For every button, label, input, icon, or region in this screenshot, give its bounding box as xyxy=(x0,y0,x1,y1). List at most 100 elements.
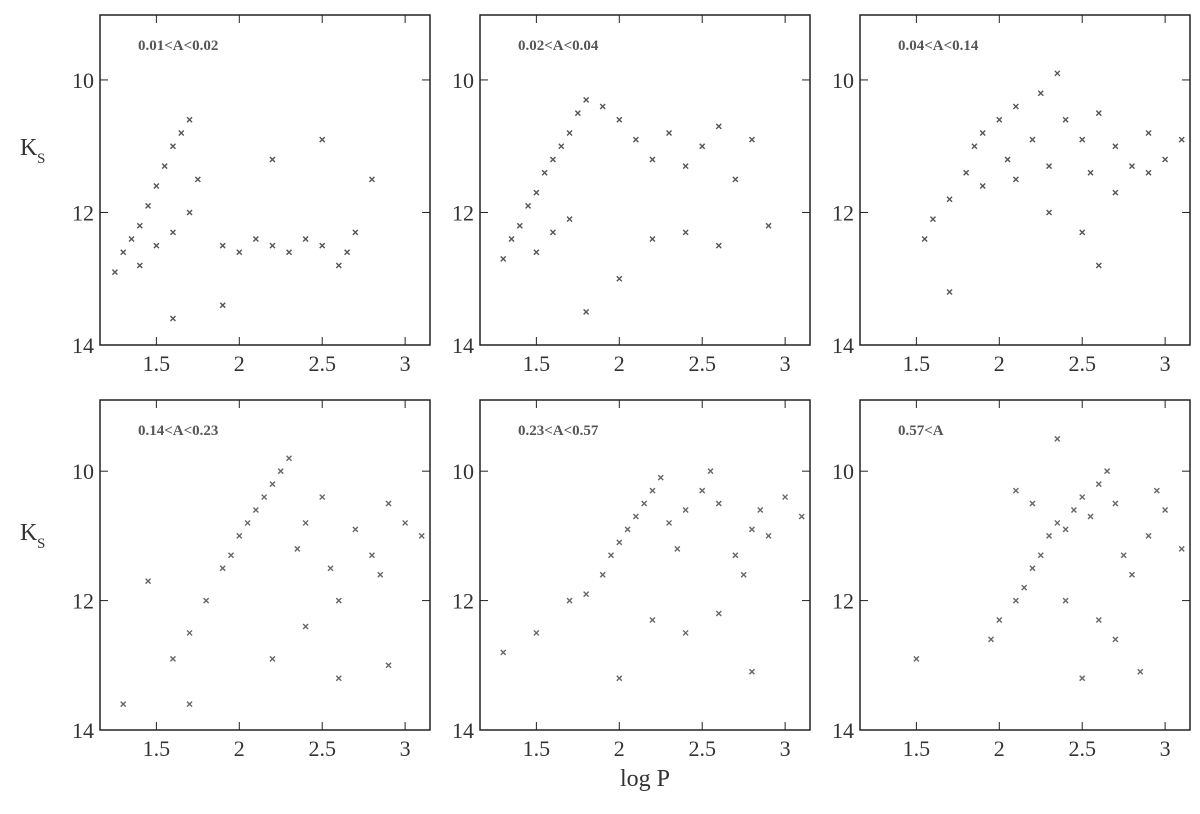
data-point xyxy=(963,169,970,176)
data-point xyxy=(302,623,309,630)
plot-frame xyxy=(99,399,431,731)
data-point xyxy=(715,123,722,130)
data-point xyxy=(1079,494,1086,501)
data-point xyxy=(541,169,548,176)
data-point xyxy=(1029,565,1036,572)
data-point xyxy=(979,129,986,136)
data-point xyxy=(649,235,656,242)
data-point xyxy=(1145,169,1152,176)
data-point xyxy=(1104,468,1111,475)
data-point xyxy=(996,617,1003,623)
y-tick-label: 10 xyxy=(72,68,94,93)
data-point xyxy=(715,500,722,507)
data-point xyxy=(715,242,722,249)
data-point xyxy=(549,229,556,236)
data-point xyxy=(574,110,581,117)
data-point xyxy=(153,182,160,189)
x-tick-label: 2.5 xyxy=(308,351,336,376)
x-tick-label: 3 xyxy=(1160,736,1171,761)
x-tick-label: 1.5 xyxy=(523,351,551,376)
data-point xyxy=(929,216,936,223)
data-point xyxy=(732,176,739,183)
data-point xyxy=(632,136,639,143)
data-point xyxy=(765,532,772,539)
data-point xyxy=(385,500,392,507)
data-point xyxy=(169,315,176,322)
data-point xyxy=(1012,487,1019,494)
data-point xyxy=(1079,229,1086,236)
data-point xyxy=(1095,481,1102,488)
data-point xyxy=(377,571,384,578)
y-label-sub: S xyxy=(37,536,45,552)
data-point xyxy=(1128,571,1135,578)
data-point xyxy=(1120,552,1127,559)
y-tick-label: 10 xyxy=(452,459,474,484)
annotation: 0.57<A xyxy=(898,423,944,439)
data-point xyxy=(269,481,276,488)
data-point xyxy=(599,571,606,578)
data-point xyxy=(913,655,920,662)
data-point xyxy=(1046,209,1053,216)
data-point xyxy=(178,129,185,136)
x-tick-label: 3 xyxy=(400,736,411,761)
data-point xyxy=(616,116,623,123)
data-point xyxy=(666,129,673,136)
data-point xyxy=(533,189,540,196)
data-point xyxy=(294,545,301,552)
data-point xyxy=(1153,487,1160,494)
data-point xyxy=(1062,597,1069,604)
data-point xyxy=(1112,189,1119,196)
data-point xyxy=(566,216,573,223)
data-point xyxy=(616,675,623,682)
data-point xyxy=(674,545,681,552)
data-point xyxy=(269,156,276,163)
data-point xyxy=(302,235,309,242)
data-point xyxy=(1012,597,1019,604)
data-point xyxy=(1112,143,1119,150)
x-tick-label: 2.5 xyxy=(688,736,716,761)
data-point xyxy=(657,474,664,481)
x-tick-label: 3 xyxy=(780,736,791,761)
data-point xyxy=(1070,507,1077,513)
data-point xyxy=(1178,545,1185,552)
x-label: log P xyxy=(620,766,670,792)
data-point xyxy=(583,96,590,103)
data-point xyxy=(352,526,359,533)
data-point xyxy=(1004,156,1011,163)
data-point xyxy=(971,143,978,150)
y-tick-label: 14 xyxy=(832,718,854,743)
plot-frame xyxy=(859,399,1191,731)
data-point xyxy=(1054,70,1061,77)
data-point xyxy=(996,116,1003,123)
y-tick-label: 10 xyxy=(832,459,854,484)
data-point xyxy=(1087,169,1094,176)
x-tick-label: 3 xyxy=(1160,351,1171,376)
data-point xyxy=(500,649,507,656)
data-point xyxy=(765,222,772,229)
data-point xyxy=(715,610,722,617)
y-label: K xyxy=(20,135,38,161)
data-point xyxy=(1037,90,1044,97)
data-point xyxy=(186,116,193,123)
y-tick-label: 10 xyxy=(452,68,474,93)
data-point xyxy=(516,222,523,229)
panel: 1.5 2 2.5 3 10 12 14 0.57<A xyxy=(832,399,1191,761)
annotation: 0.14<A<0.23 xyxy=(138,423,218,439)
data-point xyxy=(1137,668,1144,675)
data-point xyxy=(508,235,515,242)
x-tick-label: 1.5 xyxy=(903,736,931,761)
data-point xyxy=(682,507,689,513)
data-point xyxy=(319,494,326,501)
data-point xyxy=(583,308,590,315)
y-tick-label: 10 xyxy=(72,459,94,484)
data-point xyxy=(335,675,342,682)
annotation: 0.02<A<0.04 xyxy=(518,38,599,54)
data-point xyxy=(599,103,606,110)
data-point xyxy=(649,156,656,163)
x-tick-label: 2 xyxy=(994,736,1005,761)
x-tick-label: 2 xyxy=(234,736,245,761)
y-label: K xyxy=(20,520,38,546)
data-point xyxy=(782,494,789,501)
data-point xyxy=(219,565,226,572)
y-tick-label: 14 xyxy=(72,718,94,743)
